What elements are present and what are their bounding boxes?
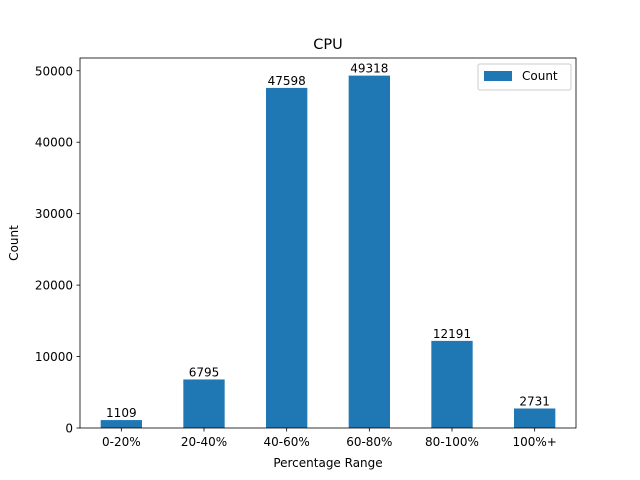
data-label-100%+: 2731	[519, 394, 550, 408]
data-labels-layer: 1109 6795 47598 49318 12191 2731	[106, 62, 550, 420]
bar-100%+	[514, 408, 556, 428]
y-tick-label-0: 0	[65, 422, 73, 436]
data-label-0-20%: 1109	[106, 406, 137, 420]
legend-label: Count	[522, 69, 558, 83]
x-axis-label: Percentage Range	[273, 456, 382, 470]
y-tick-label-40000: 40000	[35, 136, 73, 150]
x-tick-label-40-60%: 40-60%	[264, 435, 310, 449]
data-label-40-60%: 47598	[268, 74, 306, 88]
bar-0-20%	[100, 420, 142, 428]
x-tick-label-20-40%: 20-40%	[181, 435, 227, 449]
legend: Count	[477, 63, 572, 91]
bar-40-60%	[266, 87, 308, 428]
y-tick-label-10000: 10000	[35, 350, 73, 364]
bars-layer	[100, 75, 556, 429]
legend-swatch	[484, 71, 512, 81]
bar-80-100%	[431, 340, 473, 428]
y-axis-label: Count	[7, 225, 21, 261]
data-label-60-80%: 49318	[350, 62, 388, 76]
bar-20-40%	[183, 379, 225, 428]
y-tick-label-20000: 20000	[35, 279, 73, 293]
y-tick-label-50000: 50000	[35, 64, 73, 78]
x-tick-label-80-100%: 80-100%	[425, 435, 479, 449]
bar-60-80%	[348, 75, 390, 429]
y-tick-label-30000: 30000	[35, 207, 73, 221]
y-axis: 0 10000 20000 30000 40000 50000	[35, 64, 80, 436]
x-tick-label-60-80%: 60-80%	[346, 435, 392, 449]
x-tick-label-0-20%: 0-20%	[102, 435, 141, 449]
x-tick-label-100%+: 100%+	[512, 435, 556, 449]
chart-title: CPU	[313, 37, 342, 53]
data-label-20-40%: 6795	[189, 365, 220, 379]
plot-area-frame	[79, 57, 577, 429]
x-axis: 0-20% 20-40% 40-60% 60-80% 80-100% 100%+	[102, 428, 557, 449]
data-label-80-100%: 12191	[433, 327, 471, 341]
legend-box	[477, 63, 572, 91]
